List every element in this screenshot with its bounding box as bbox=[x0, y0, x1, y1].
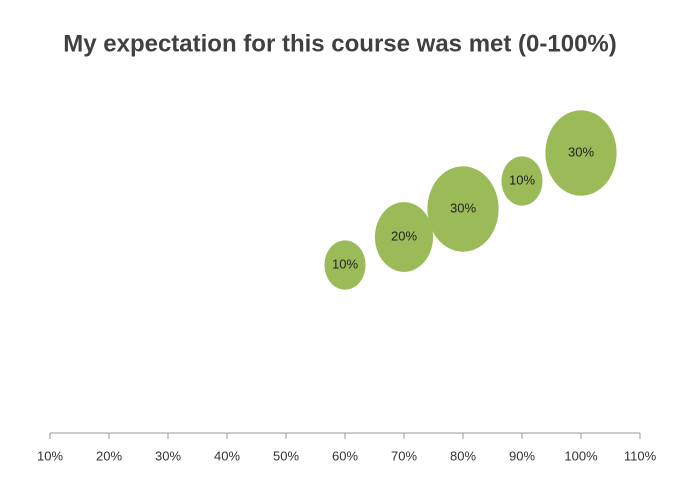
data-label: 10% bbox=[509, 172, 535, 187]
bubble bbox=[374, 202, 434, 272]
x-tick-label: 80% bbox=[450, 448, 476, 463]
x-tick-label: 90% bbox=[509, 448, 535, 463]
bubble bbox=[427, 166, 499, 252]
x-tick-label: 60% bbox=[332, 448, 358, 463]
x-tick-label: 30% bbox=[155, 448, 181, 463]
data-label: 20% bbox=[391, 228, 417, 243]
x-tick-label: 100% bbox=[564, 448, 598, 463]
bubble bbox=[545, 110, 617, 196]
x-tick-label: 40% bbox=[214, 448, 240, 463]
chart-title: My expectation for this course was met (… bbox=[63, 30, 617, 57]
bubble bbox=[501, 156, 543, 206]
bubble bbox=[324, 240, 366, 290]
data-label: 30% bbox=[450, 200, 476, 215]
x-tick-label: 50% bbox=[273, 448, 299, 463]
data-label: 10% bbox=[332, 256, 358, 271]
data-label: 30% bbox=[568, 144, 594, 159]
x-tick-label: 70% bbox=[391, 448, 417, 463]
x-tick-label: 10% bbox=[37, 448, 63, 463]
x-tick-label: 110% bbox=[624, 448, 657, 463]
x-tick-label: 20% bbox=[96, 448, 122, 463]
